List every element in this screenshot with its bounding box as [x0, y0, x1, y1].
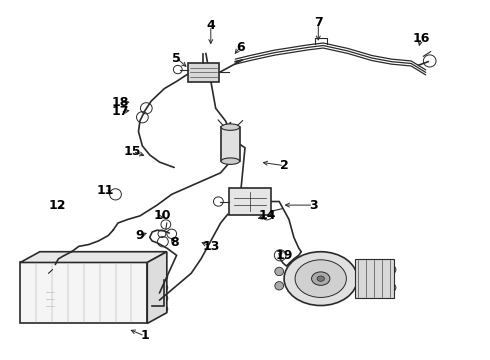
Text: ____: ____: [45, 295, 55, 300]
Ellipse shape: [387, 283, 396, 292]
Text: 13: 13: [202, 240, 220, 253]
Ellipse shape: [275, 282, 284, 290]
Ellipse shape: [221, 124, 240, 130]
Ellipse shape: [161, 274, 168, 280]
Text: 4: 4: [206, 19, 215, 32]
Text: 2: 2: [280, 159, 289, 172]
Ellipse shape: [387, 265, 396, 274]
Text: 8: 8: [170, 236, 178, 249]
Text: 18: 18: [112, 96, 129, 109]
Text: ____: ____: [45, 302, 55, 307]
Polygon shape: [20, 252, 167, 262]
Bar: [221, 127, 240, 161]
Ellipse shape: [221, 158, 240, 165]
Ellipse shape: [161, 295, 168, 302]
Text: 14: 14: [258, 210, 276, 222]
Ellipse shape: [275, 267, 284, 276]
Text: 9: 9: [136, 229, 144, 242]
Text: 1: 1: [141, 329, 149, 342]
Ellipse shape: [284, 252, 357, 306]
Text: 10: 10: [153, 210, 171, 222]
Bar: [229, 188, 270, 215]
Text: 3: 3: [309, 199, 318, 212]
Polygon shape: [147, 252, 167, 323]
Text: 7: 7: [314, 16, 323, 29]
Ellipse shape: [161, 306, 168, 312]
Bar: [355, 259, 394, 298]
Ellipse shape: [161, 284, 168, 291]
Polygon shape: [20, 262, 147, 323]
Text: 19: 19: [275, 249, 293, 262]
Bar: [188, 63, 220, 82]
Text: ____: ____: [45, 288, 55, 293]
Text: 16: 16: [412, 32, 430, 45]
Text: 11: 11: [97, 184, 115, 197]
Text: 17: 17: [112, 105, 129, 118]
Text: 15: 15: [124, 145, 142, 158]
Ellipse shape: [295, 260, 346, 297]
Text: 6: 6: [236, 41, 245, 54]
Ellipse shape: [312, 272, 330, 285]
Text: 5: 5: [172, 51, 181, 64]
Text: 12: 12: [48, 199, 66, 212]
Ellipse shape: [317, 276, 324, 281]
